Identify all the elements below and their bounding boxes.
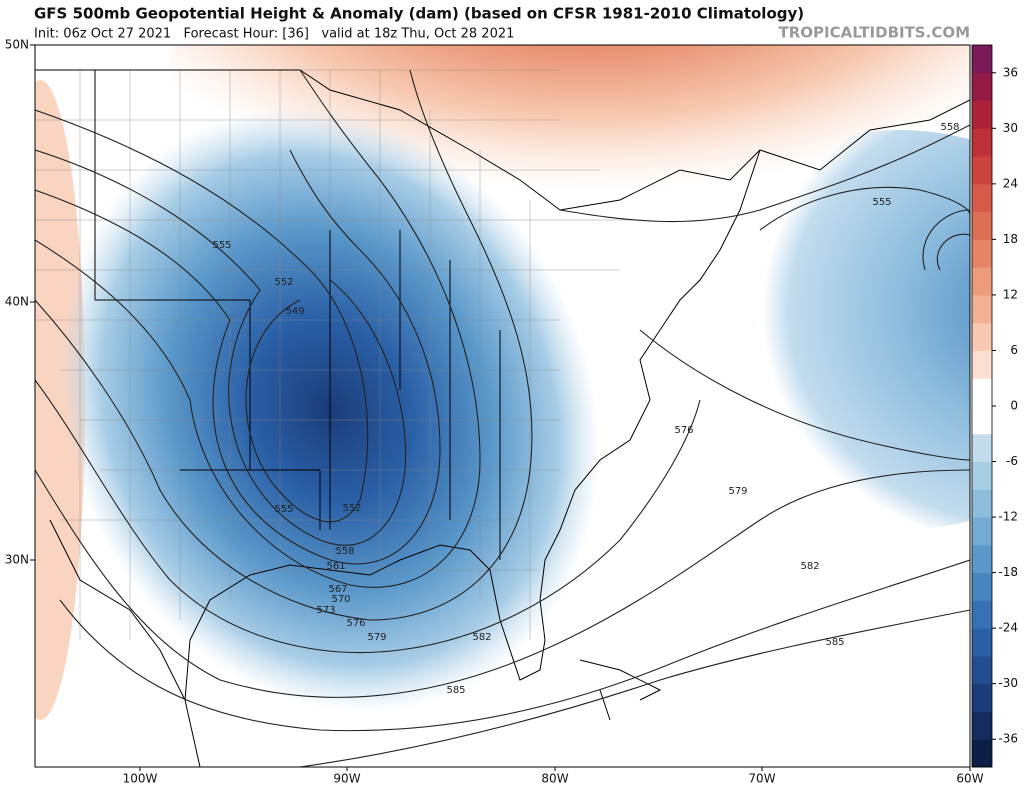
colorbar-band bbox=[972, 378, 992, 407]
colorbar-band bbox=[972, 100, 992, 129]
contour-label: 552 bbox=[342, 503, 361, 514]
positive-anomaly bbox=[35, 80, 85, 720]
colorbar-band bbox=[972, 489, 992, 518]
contour-label: 558 bbox=[335, 546, 354, 557]
colorbar-band bbox=[972, 350, 992, 379]
contour-label: 561 bbox=[326, 561, 345, 572]
colorbar-tick-label: 30 bbox=[1003, 121, 1018, 135]
colorbar-tick-label: 0 bbox=[1010, 399, 1018, 413]
colorbar-tick-label: -18 bbox=[998, 565, 1018, 579]
colorbar-band bbox=[972, 739, 992, 768]
longitude-label: 90W bbox=[333, 772, 360, 786]
map-labels: 50N 40N 30N 100W 90W 80W 70W 60W 555 552 549 555 552… bbox=[5, 38, 984, 786]
coastlines bbox=[35, 69, 970, 767]
colorbar-band bbox=[972, 572, 992, 601]
map-frame bbox=[34, 44, 971, 768]
colorbar-band bbox=[972, 683, 992, 712]
contour-label: 552 bbox=[274, 277, 293, 288]
colorbar-band bbox=[972, 156, 992, 185]
contour-label: 582 bbox=[472, 632, 491, 643]
contour-label: 555 bbox=[872, 197, 891, 208]
colorbar-tick-label: -6 bbox=[1006, 454, 1018, 468]
contour-label: 579 bbox=[728, 486, 747, 497]
contour-label: 582 bbox=[800, 561, 819, 572]
contour-label: 570 bbox=[331, 594, 350, 605]
colorbar-tick-label: -12 bbox=[998, 510, 1018, 524]
longitude-label: 100W bbox=[123, 772, 158, 786]
colorbar-band bbox=[972, 461, 992, 490]
colorbar: 36 30 24 18 12 6 0 -6 -12 -18 -24 -30 -36 bbox=[971, 44, 1018, 768]
colorbar-tick-label: 6 bbox=[1010, 343, 1018, 357]
contour-label: 549 bbox=[285, 306, 304, 317]
colorbar-band bbox=[972, 239, 992, 268]
colorbar-band bbox=[972, 211, 992, 240]
colorbar-tick-label: 36 bbox=[1003, 65, 1018, 79]
colorbar-tick-label: -36 bbox=[998, 732, 1018, 746]
contour-label: 576 bbox=[346, 618, 365, 629]
contour-label: 576 bbox=[674, 425, 693, 436]
latitude-label: 50N bbox=[5, 38, 29, 52]
colorbar-band bbox=[972, 406, 992, 435]
contour-label: 558 bbox=[940, 122, 959, 133]
colorbar-band bbox=[972, 267, 992, 296]
title: GFS 500mb Geopotential Height & Anomaly … bbox=[34, 5, 804, 23]
latitude-label: 30N bbox=[5, 553, 29, 567]
colorbar-band bbox=[972, 711, 992, 740]
contour-label: 585 bbox=[446, 685, 465, 696]
negative-anomaly bbox=[670, 130, 970, 530]
colorbar-band bbox=[972, 183, 992, 213]
latitude-label: 40N bbox=[5, 295, 29, 309]
watermark: TROPICALTIDBITS.COM bbox=[779, 24, 971, 42]
colorbar-band bbox=[972, 544, 992, 574]
colorbar-band bbox=[972, 628, 992, 657]
contour-label: 579 bbox=[367, 632, 386, 643]
contour-label: 555 bbox=[274, 504, 293, 515]
colorbar-band bbox=[972, 655, 992, 685]
longitude-label: 70W bbox=[748, 772, 775, 786]
colorbar-band bbox=[972, 517, 992, 546]
colorbar-band bbox=[972, 294, 992, 324]
colorbar-tick-label: -24 bbox=[998, 621, 1018, 635]
colorbar-band bbox=[972, 45, 992, 74]
colorbar-tick-label: 12 bbox=[1003, 287, 1018, 301]
longitude-label: 80W bbox=[541, 772, 568, 786]
contour-label: 585 bbox=[825, 637, 844, 648]
height-contours bbox=[35, 69, 970, 767]
colorbar-band bbox=[972, 128, 992, 157]
contour-label: 573 bbox=[316, 605, 335, 616]
colorbar-tick-label: 24 bbox=[1003, 176, 1018, 190]
colorbar-band bbox=[972, 600, 992, 629]
colorbar-tick-label: -30 bbox=[998, 676, 1018, 690]
colorbar-band bbox=[972, 72, 992, 102]
contour-label: 555 bbox=[212, 240, 231, 251]
colorbar-tick-label: 18 bbox=[1003, 232, 1018, 246]
subtitle: Init: 06z Oct 27 2021 Forecast Hour: [36… bbox=[34, 27, 514, 42]
longitude-label: 60W bbox=[956, 772, 983, 786]
contour-label: 567 bbox=[328, 584, 347, 595]
colorbar-band bbox=[972, 433, 992, 463]
colorbar-band bbox=[972, 322, 992, 351]
